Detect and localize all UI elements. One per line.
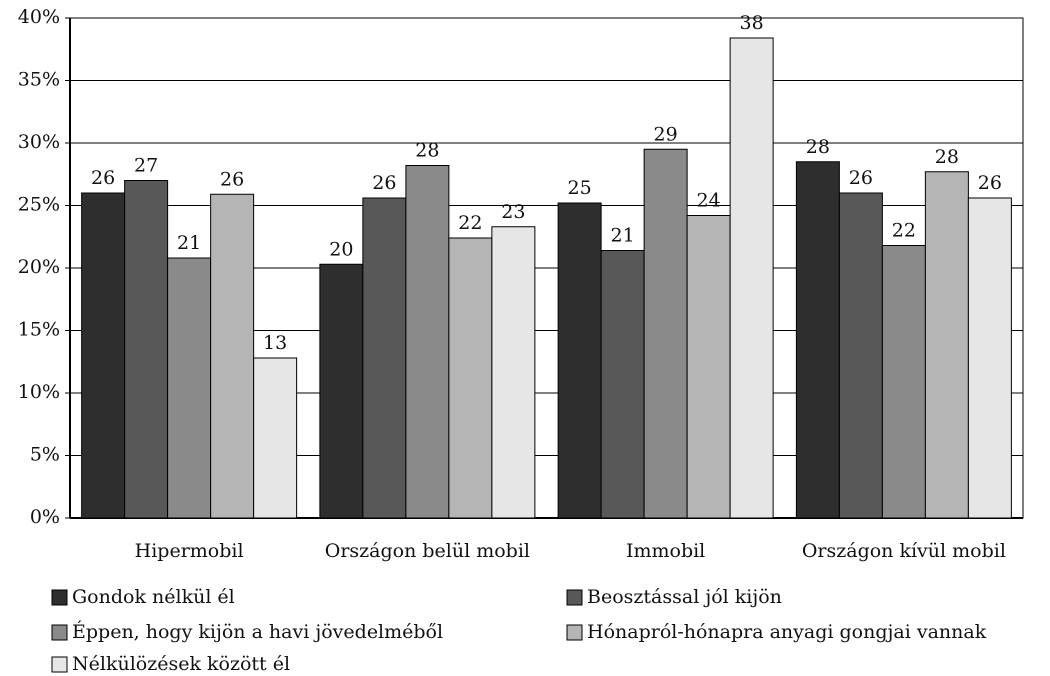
bar (253, 357, 298, 519)
data-label: 13 (263, 332, 287, 354)
legend-label: Hónapról-hónapra anyagi gongjai vannak (587, 621, 987, 643)
legend-swatch (566, 589, 583, 606)
bar (448, 237, 493, 519)
y-tick-label: 15% (18, 319, 60, 341)
data-label: 25 (568, 177, 592, 199)
data-label: 20 (329, 238, 353, 260)
bar (210, 193, 255, 519)
x-tick-label: Hipermobil (135, 540, 244, 562)
bar (795, 161, 840, 519)
bar (491, 226, 536, 519)
bar (319, 263, 364, 519)
data-label: 26 (91, 167, 115, 189)
legend-label: Éppen, hogy kijön a havi jövedelméből (72, 620, 443, 643)
x-tick-label: Országon belül mobil (325, 540, 530, 562)
x-tick-label: Immobil (626, 540, 705, 562)
bar (729, 37, 774, 519)
bar (557, 202, 602, 519)
y-tick-label: 20% (18, 256, 60, 278)
legend-label: Beosztással jól kijön (587, 586, 782, 608)
legend-label: Gondok nélkül él (72, 586, 235, 608)
y-tick-label: 30% (18, 131, 60, 153)
y-tick-label: 10% (18, 381, 60, 403)
y-tick-label: 25% (18, 194, 60, 216)
data-label: 22 (892, 220, 916, 242)
bar (124, 180, 169, 519)
bar (81, 192, 126, 519)
data-label: 23 (501, 201, 525, 223)
y-tick-label: 5% (30, 444, 60, 466)
bar (924, 171, 969, 519)
legend-swatch (51, 589, 68, 606)
legend-swatch (51, 656, 68, 673)
data-label: 38 (740, 12, 764, 34)
data-label: 24 (697, 190, 721, 212)
x-tick-label: Országon kívül mobil (802, 540, 1006, 562)
legend-swatch (51, 624, 68, 641)
y-tick-label: 35% (18, 69, 60, 91)
bar (600, 250, 645, 519)
y-tick-label: 0% (30, 506, 60, 528)
bar (838, 192, 883, 519)
data-label: 27 (134, 155, 158, 177)
y-tick-label: 40% (18, 6, 60, 28)
data-label: 21 (611, 225, 635, 247)
data-label: 28 (935, 146, 959, 168)
legend-label: Nélkülözések között él (72, 653, 290, 675)
bar (967, 197, 1012, 519)
bar (167, 257, 212, 519)
data-label: 28 (415, 140, 439, 162)
data-label: 26 (849, 167, 873, 189)
data-label: 26 (372, 172, 396, 194)
bar (643, 148, 688, 519)
data-label: 28 (806, 136, 830, 158)
data-label: 26 (978, 172, 1002, 194)
bar (362, 197, 407, 519)
data-label: 26 (220, 168, 244, 190)
bar (405, 165, 450, 519)
data-label: 21 (177, 232, 201, 254)
bar (686, 215, 731, 519)
legend-swatch (566, 624, 583, 641)
data-label: 22 (458, 212, 482, 234)
bar (881, 245, 926, 519)
data-label: 29 (654, 123, 678, 145)
